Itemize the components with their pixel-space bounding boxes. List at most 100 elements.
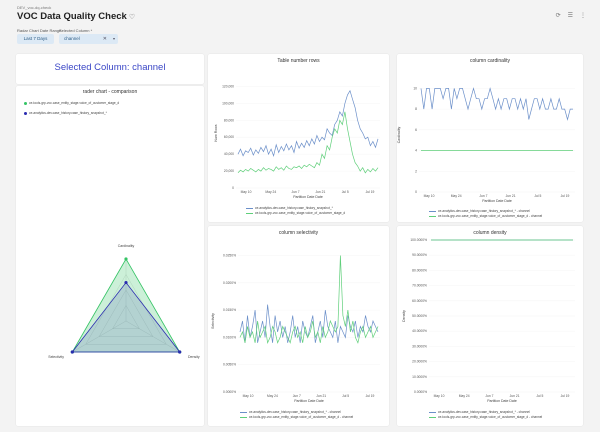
y-tick-label: 80.0000% (412, 268, 427, 272)
refresh-icon[interactable]: ⟳ (555, 13, 561, 19)
radar-label: Selectivity (48, 355, 64, 359)
legend-item[interactable]: ce-analytics-dev.case_history.case_histo… (240, 410, 341, 414)
y-tick-label: 70.0000% (412, 284, 427, 288)
radar-card: Selected Column: channel (16, 54, 204, 84)
chevron-down-icon[interactable]: ▾ (112, 36, 115, 41)
selected-column-title: Selected Column: channel (54, 62, 166, 73)
column-select-value: channel (64, 36, 80, 41)
x-tick-label: May 10 (424, 194, 435, 198)
x-tick-label: Jul 19 (561, 394, 570, 398)
y-axis-label: Density (402, 310, 406, 322)
y-tick-label: 0.0000% (414, 390, 427, 394)
legend-line-icon (246, 212, 253, 214)
y-tick-label: 0.0000% (223, 390, 236, 394)
more-options-icon[interactable]: ⋮ (580, 13, 586, 19)
x-axis-label: Partition Date Date (293, 195, 323, 199)
clear-icon[interactable]: ✕ (102, 36, 107, 42)
x-tick-label: Jul 5 (342, 394, 349, 398)
x-tick-label: Jun 7 (485, 394, 493, 398)
radar-chart: Cardinality Selectivity Density (48, 244, 200, 359)
x-tick-label: Jun 21 (315, 190, 325, 194)
chart-title: column cardinality (469, 58, 511, 64)
legend-item[interactable]: ce-tools-grp-voc.case_entity_stage.voice… (429, 214, 542, 218)
legend-item[interactable]: ce-tools-grp-voc.case_entity_stage.voice… (429, 415, 542, 419)
legend-item[interactable]: ce-analytics-dev.case_history.case_histo… (429, 410, 530, 414)
breadcrumb[interactable]: DEV_voc-dq-check (17, 5, 52, 10)
y-tick-label: 20,000 (224, 169, 234, 173)
radar-point-green (124, 257, 128, 261)
y-tick-label: 30.0000% (412, 344, 427, 348)
y-tick-label: 0.0200% (223, 281, 236, 285)
y-tick-label: 0 (232, 186, 234, 190)
y-tick-label: 40,000 (224, 152, 234, 156)
x-tick-label: Jun 21 (510, 394, 520, 398)
legend-item[interactable]: ce-tools-grp-voc.case_entity_stage.voice… (240, 415, 353, 419)
legend-dot-icon (24, 101, 27, 105)
legend-line-icon (240, 416, 247, 418)
series-line-0 (239, 304, 379, 343)
x-axis-label: Partition Date Date (482, 199, 512, 203)
y-tick-label: 4 (415, 149, 417, 153)
y-tick-label: 50.0000% (412, 314, 427, 318)
radar-point-blue (178, 350, 182, 354)
legend-line-icon (429, 215, 436, 217)
legend-item[interactable]: ce-analytics-dev.case_history.case_histo… (246, 206, 333, 210)
density-card: column density 0.0000% 10.0000% 20.0000% 30… (397, 226, 583, 426)
legend-line-icon (240, 411, 247, 413)
radar-legend-blue[interactable]: ce-analytics-dev.case_history.case_histo… (24, 111, 107, 115)
legend-item[interactable]: ce-tools-grp-voc.case_entity_stage.voice… (246, 211, 345, 215)
x-axis-label: Partition Date Date (294, 399, 324, 403)
series-line-0 (420, 87, 573, 121)
y-tick-label: 100.0000% (410, 238, 427, 242)
radar-axis (72, 320, 127, 353)
selectivity-chart: 0.0000% 0.0050% 0.0100% 0.0150% 0.0200% 0.025… (211, 253, 380, 403)
selectivity-card: column selectivity 0.0000% 0.0050% 0.0100%… (208, 226, 389, 426)
y-tick-label: 100,000 (222, 101, 234, 105)
x-tick-label: Jun 7 (479, 194, 487, 198)
x-tick-label: Jul 5 (534, 194, 541, 198)
x-tick-label: May 24 (267, 394, 278, 398)
chart-title: column density (473, 230, 507, 236)
filter-icon[interactable]: ☰ (567, 13, 573, 19)
cardinality-card: column cardinality 0 2 4 6 8 10 May 10 May 24 Ju… (397, 54, 583, 222)
favorite-icon[interactable]: ♡ (128, 14, 136, 21)
range-filter-label: Radar Chart Date Range (17, 28, 62, 33)
density-chart: 0.0000% 10.0000% 20.0000% 30.0000% 40.0000% 5… (402, 238, 575, 403)
date-range-button[interactable]: Last 7 Days (17, 34, 54, 44)
x-tick-label: May 24 (265, 190, 276, 194)
x-tick-label: May 10 (434, 394, 445, 398)
x-tick-label: Jul 5 (536, 394, 543, 398)
chart-title: column selectivity (278, 230, 319, 236)
legend-line-icon (429, 210, 436, 212)
y-tick-label: 10 (413, 86, 417, 90)
y-tick-label: 80,000 (224, 118, 234, 122)
x-axis-label: Partition Date Date (487, 399, 517, 403)
y-tick-label: 8 (415, 107, 417, 111)
x-tick-label: Jul 19 (366, 394, 375, 398)
column-filter-label: Selected Column * (59, 28, 93, 33)
column-select[interactable]: channel ✕ ▾ (59, 34, 118, 44)
y-tick-label: 0 (415, 190, 417, 194)
x-tick-label: Jun 7 (292, 190, 300, 194)
radar-title: rader chart - comparison (82, 89, 138, 95)
x-tick-label: Jul 5 (342, 190, 349, 194)
x-tick-label: Jul 19 (366, 190, 375, 194)
legend-dot-icon (24, 111, 27, 115)
num-rows-card: Table number rows 0 20,000 40,000 60,000 80,… (208, 54, 389, 222)
page-title: VOC Data Quality Check ♡ (17, 11, 136, 22)
y-tick-label: 0.0150% (223, 308, 236, 312)
radar-label: Density (188, 355, 200, 359)
y-tick-label: 0.0050% (223, 363, 236, 367)
radar-point-blue (124, 280, 128, 285)
y-tick-label: 6 (415, 128, 417, 132)
legend-line-icon (429, 411, 436, 413)
y-tick-label: 40.0000% (412, 329, 427, 333)
x-tick-label: May 10 (243, 394, 254, 398)
radar-legend-green[interactable]: ce-tools-grp-voc.case_entity_stage.voice… (24, 101, 119, 105)
y-tick-label: 120,000 (222, 84, 234, 88)
y-axis-label: Selectivity (211, 313, 215, 329)
chart-title: Table number rows (277, 58, 320, 64)
legend-item[interactable]: ce-analytics-dev.case_history.case_histo… (429, 209, 530, 213)
y-axis-label: Num Rows (214, 124, 218, 141)
y-tick-label: 0.0100% (223, 335, 236, 339)
